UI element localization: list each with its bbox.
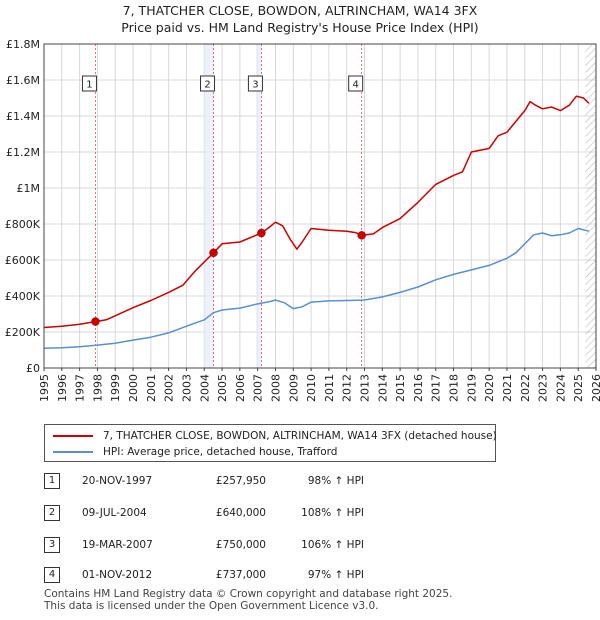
x-tick-label: 1996 <box>56 374 69 402</box>
x-tick-label: 2001 <box>145 374 158 402</box>
row-price: £750,000 <box>215 539 266 551</box>
transaction-label: 1 <box>86 80 92 91</box>
y-tick-label: £400K <box>5 290 41 303</box>
row-date: 01-NOV-2012 <box>82 569 153 581</box>
row-hpi: 106% ↑ HPI <box>301 539 364 551</box>
transaction-label: 4 <box>352 80 358 91</box>
y-tick-label: £1.8M <box>6 38 40 51</box>
transaction-label-box <box>247 75 263 92</box>
footer-licence: This data is licensed under the Open Gov… <box>44 600 379 612</box>
x-tick-label: 2017 <box>430 374 443 402</box>
legend-red-label: 7, THATCHER CLOSE, BOWDON, ALTRINCHAM, W… <box>103 430 497 442</box>
x-tick-label: 2026 <box>590 374 600 402</box>
transaction-point <box>357 231 366 240</box>
x-tick-label: 2003 <box>180 374 193 402</box>
transaction-band <box>204 44 214 368</box>
y-tick-label: £600K <box>5 254 41 267</box>
row-number-badge: 3 <box>44 537 60 553</box>
row-date: 20-NOV-1997 <box>82 475 153 487</box>
table-row: 3 19-MAR-2007 £750,000 106% ↑ HPI <box>44 536 444 554</box>
table-row: 2 09-JUL-2004 £640,000 108% ↑ HPI <box>44 504 444 522</box>
y-tick-label: £800K <box>5 218 41 231</box>
title-line-1: 7, THATCHER CLOSE, BOWDON, ALTRINCHAM, W… <box>122 3 478 18</box>
legend-red-swatch <box>53 435 93 437</box>
series-line-hpi <box>43 227 590 349</box>
row-date: 19-MAR-2007 <box>82 539 153 551</box>
chart-title: 7, THATCHER CLOSE, BOWDON, ALTRINCHAM, W… <box>0 2 600 36</box>
row-hpi: 108% ↑ HPI <box>301 507 364 519</box>
x-tick-label: 2002 <box>163 374 176 402</box>
y-tick-label: £1.2M <box>6 146 40 159</box>
x-tick-label: 2023 <box>537 374 550 402</box>
x-tick-label: 2008 <box>269 374 282 402</box>
x-tick-label: 2009 <box>287 374 300 402</box>
title-line-2: Price paid vs. HM Land Registry's House … <box>121 20 479 35</box>
x-tick-label: 1997 <box>74 374 87 402</box>
row-date: 09-JUL-2004 <box>82 507 147 519</box>
x-tick-label: 2007 <box>252 374 265 402</box>
row-price: £257,950 <box>215 475 266 487</box>
table-row: 1 20-NOV-1997 £257,950 98% ↑ HPI <box>44 472 444 490</box>
transaction-point <box>209 248 218 258</box>
row-number-badge: 2 <box>44 505 60 521</box>
x-tick-label: 2005 <box>216 374 229 402</box>
plot-border <box>43 43 597 369</box>
y-tick-label: £1.6M <box>6 74 40 87</box>
legend-blue-swatch <box>53 451 93 453</box>
row-hpi: 98% ↑ HPI <box>307 475 364 487</box>
transaction-point <box>257 228 266 238</box>
x-tick-label: 1998 <box>91 374 104 402</box>
price-chart: £0 £200K £400K £600K £800K £1M £1.2M £1.4M £1.6M… <box>5 38 600 402</box>
series-line-property <box>43 95 590 329</box>
footer-copyright: Contains HM Land Registry data © Crown c… <box>44 588 453 600</box>
x-tick-label: 2022 <box>519 374 532 402</box>
legend-blue-label: HPI: Average price, detached house, Traf… <box>103 446 338 458</box>
y-tick-label: £200K <box>5 326 41 339</box>
x-tick-label: 2014 <box>376 374 389 402</box>
x-tick-label: 2013 <box>359 374 372 402</box>
x-tick-label: 2016 <box>412 374 425 402</box>
x-tick-label: 2006 <box>234 374 247 402</box>
row-hpi: 97% ↑ HPI <box>307 569 364 581</box>
x-tick-label: 2000 <box>127 374 140 402</box>
transaction-label-box <box>81 75 97 92</box>
y-tick-label: £1M <box>17 182 41 195</box>
x-tick-label: 2024 <box>554 374 567 402</box>
row-price: £640,000 <box>215 507 266 519</box>
x-tick-label: 2021 <box>501 374 514 402</box>
x-tick-label: 2019 <box>465 374 478 402</box>
x-tick-label: 2010 <box>305 374 318 402</box>
transaction-point <box>91 317 100 326</box>
x-tick-label: 1995 <box>38 374 51 402</box>
x-tick-label: 2015 <box>394 374 407 402</box>
x-tick-label: 2004 <box>198 374 211 402</box>
transaction-label: 2 <box>204 80 210 91</box>
legend-item-hpi: HPI: Average price, detached house, Traf… <box>53 444 337 460</box>
transaction-label-box <box>348 75 364 92</box>
forecast-hatch-area <box>585 44 596 368</box>
x-tick-label: 2011 <box>323 374 336 402</box>
transaction-label-box <box>200 75 216 92</box>
y-tick-label: £0 <box>26 362 40 375</box>
plot-background <box>44 44 596 368</box>
x-tick-label: 2012 <box>341 374 354 402</box>
transaction-label: 3 <box>252 80 258 91</box>
x-tick-label: 2018 <box>448 374 461 402</box>
y-tick-label: £1.4M <box>6 110 40 123</box>
row-number-badge: 1 <box>44 473 60 489</box>
transaction-band <box>255 44 262 368</box>
row-price: £737,000 <box>215 569 266 581</box>
legend: 7, THATCHER CLOSE, BOWDON, ALTRINCHAM, W… <box>44 424 497 462</box>
legend-item-property: 7, THATCHER CLOSE, BOWDON, ALTRINCHAM, W… <box>53 428 497 444</box>
x-tick-label: 2020 <box>483 374 496 402</box>
x-tick-label: 1999 <box>109 374 122 402</box>
x-tick-label: 2025 <box>572 374 585 402</box>
table-row: 4 01-NOV-2012 £737,000 97% ↑ HPI <box>44 566 444 584</box>
footer: Contains HM Land Registry data © Crown c… <box>44 588 452 612</box>
row-number-badge: 4 <box>44 567 60 583</box>
